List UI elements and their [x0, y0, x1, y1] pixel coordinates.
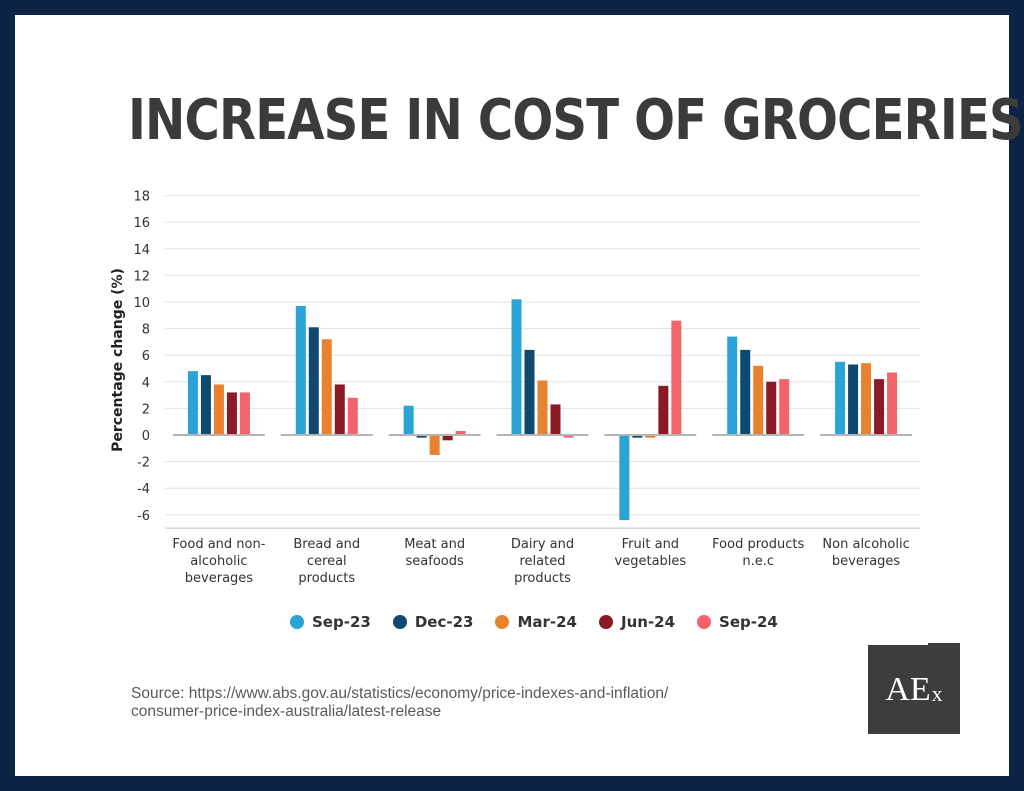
legend: Sep-23 Dec-23 Mar-24 Jun-24 Sep-24 — [290, 610, 800, 634]
bar — [861, 363, 872, 435]
bar — [537, 380, 548, 435]
bar — [887, 372, 898, 435]
aex-logo: AE x — [868, 645, 960, 734]
legend-item-mar-24: Mar-24 — [495, 613, 577, 631]
legend-swatch — [392, 615, 407, 629]
x-category-label: Dairy and — [511, 537, 574, 552]
bar — [619, 435, 630, 521]
y-tick-label: -4 — [137, 482, 150, 497]
x-category-label: vegetables — [615, 554, 687, 569]
x-category-label: Meat and — [404, 537, 465, 552]
y-tick-label: 18 — [133, 190, 150, 205]
bar — [524, 349, 535, 435]
bar — [308, 327, 319, 435]
x-axis-categories: Food and non-alcoholic beverages Bread and… — [172, 537, 909, 586]
logo-main-text: AE — [885, 670, 931, 708]
legend-swatch — [697, 615, 712, 629]
bar — [429, 435, 440, 455]
y-axis-ticks: 18 16 14 12 10 8 6 4 2 0 -2 -4 -6 — [133, 190, 150, 524]
bar — [753, 365, 764, 435]
logo-notch — [928, 643, 960, 645]
legend-label: Dec-23 — [414, 613, 474, 631]
bar — [347, 397, 358, 435]
legend-item-sep-24: Sep-24 — [697, 613, 778, 631]
bar — [295, 305, 306, 435]
y-tick-label: -2 — [137, 456, 150, 471]
bar — [321, 339, 332, 435]
x-category-label: beverages — [185, 571, 254, 586]
bar — [563, 435, 574, 438]
bar — [727, 336, 738, 435]
legend-label: Mar-24 — [517, 613, 577, 631]
y-tick-label: 2 — [142, 402, 150, 417]
gridlines — [165, 195, 920, 529]
x-category-label: Food and non- — [172, 537, 265, 552]
bar — [874, 379, 885, 435]
bar — [187, 371, 198, 435]
x-category-label: Food products — [712, 537, 804, 552]
bar — [779, 379, 790, 435]
x-category-label: Fruit and — [622, 537, 679, 552]
y-tick-label: 8 — [142, 323, 150, 338]
bar — [740, 349, 751, 435]
legend-swatch — [495, 615, 510, 629]
x-category-label: beverages — [832, 554, 901, 569]
x-category-label: related — [520, 554, 566, 569]
y-tick-label: 4 — [142, 376, 150, 391]
x-category-label: products — [298, 571, 355, 586]
y-axis-label: Percentage change (%) — [110, 268, 126, 452]
bar — [455, 431, 466, 435]
bar — [550, 404, 561, 435]
legend-swatch — [290, 615, 304, 629]
y-tick-label: -6 — [137, 509, 150, 524]
bar — [239, 392, 250, 435]
legend-label: Jun-24 — [621, 613, 676, 631]
bar — [511, 299, 522, 435]
bar — [766, 381, 777, 435]
legend-item-jun-24: Jun-24 — [599, 613, 675, 631]
x-category-label: Bread and — [293, 537, 360, 552]
bar — [671, 320, 682, 435]
x-category-label: seafoods — [406, 554, 464, 569]
legend-item-sep-23: Sep-23 — [290, 613, 371, 631]
bar — [200, 375, 211, 435]
bar — [835, 361, 846, 435]
y-tick-label: 0 — [142, 429, 150, 444]
bar — [848, 364, 859, 435]
x-category-label: products — [514, 571, 571, 586]
bar — [334, 384, 345, 435]
bar — [213, 384, 224, 435]
x-category-label: n.e.c — [742, 554, 774, 569]
y-tick-label: 16 — [133, 216, 150, 231]
x-category-label: cereal — [307, 554, 347, 569]
bar — [403, 405, 414, 435]
bar — [658, 385, 669, 435]
legend-item-dec-23: Dec-23 — [392, 613, 474, 631]
logo-sub-text: x — [931, 680, 943, 706]
bar — [632, 435, 643, 438]
y-tick-label: 12 — [133, 269, 150, 284]
bar — [442, 435, 453, 441]
y-tick-label: 14 — [133, 243, 150, 258]
legend-swatch — [599, 615, 613, 629]
y-tick-label: 6 — [142, 349, 150, 364]
bar — [645, 435, 656, 438]
source-line-2: consumer-price-index-australia/latest-re… — [131, 703, 442, 720]
source-line-1: Source: https://www.abs.gov.au/statistic… — [131, 685, 669, 702]
x-category-label: Non alcoholic — [822, 537, 909, 552]
source-citation: Source: https://www.abs.gov.au/statistic… — [131, 685, 771, 721]
bar — [416, 435, 427, 438]
x-category-label: alcoholic — [190, 554, 247, 569]
legend-label: Sep-23 — [312, 613, 371, 631]
y-tick-label: 10 — [133, 296, 150, 311]
bar — [226, 392, 237, 435]
legend-label: Sep-24 — [719, 613, 778, 631]
bars — [187, 299, 898, 521]
